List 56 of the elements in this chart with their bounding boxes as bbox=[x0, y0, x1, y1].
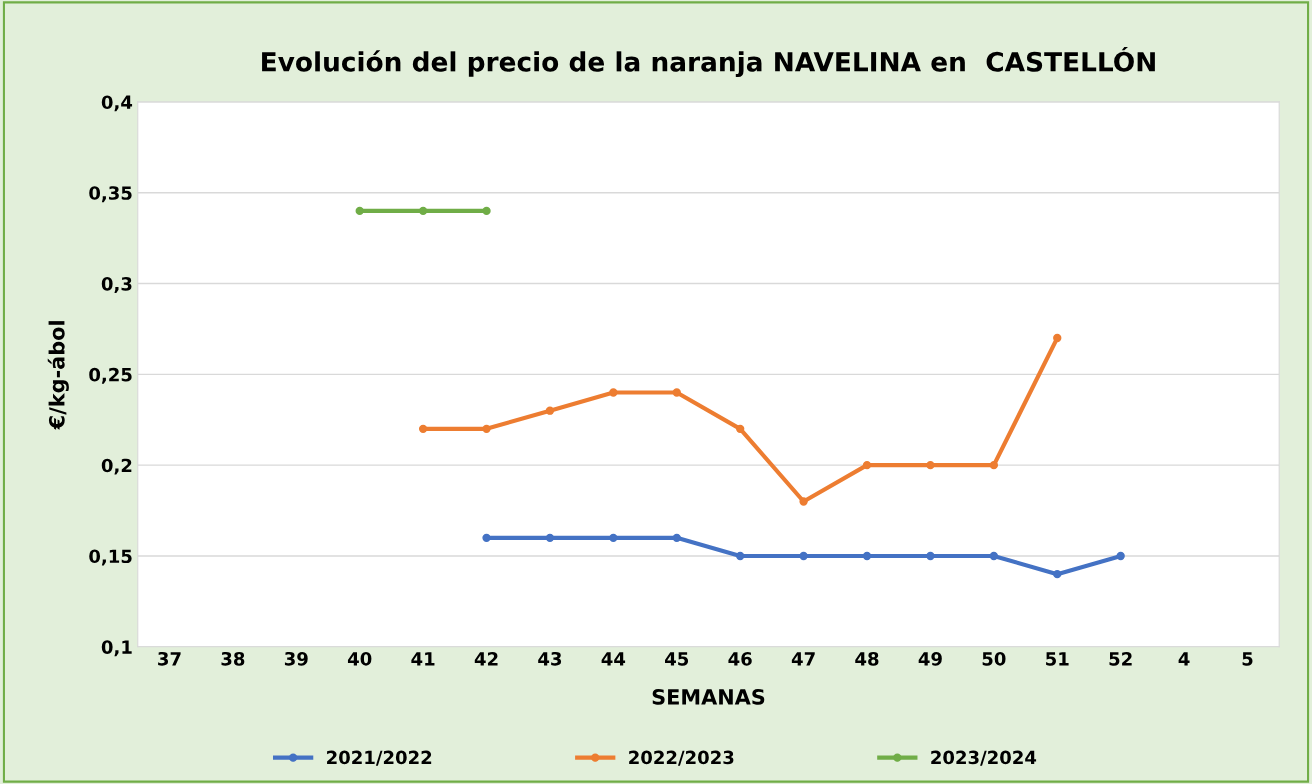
y-tick-label: 0,15 bbox=[89, 549, 132, 566]
x-tick-label: 38 bbox=[221, 651, 245, 666]
x-tick-label: 49 bbox=[918, 652, 942, 666]
point bbox=[609, 533, 618, 542]
legend-label: 2022/2023 bbox=[629, 750, 734, 766]
point bbox=[799, 497, 808, 506]
point bbox=[482, 533, 491, 542]
point bbox=[926, 461, 935, 470]
x-tick-label: 42 bbox=[474, 651, 498, 666]
point bbox=[418, 424, 428, 434]
x-tick-label: 40 bbox=[347, 651, 372, 666]
point bbox=[355, 206, 364, 216]
legend-label: 2021/2022 bbox=[327, 750, 432, 766]
x-tick-label: 44 bbox=[601, 652, 626, 666]
y-tick-label: 0,4 bbox=[101, 95, 133, 112]
x-axis-title: SEMANAS bbox=[652, 688, 765, 705]
y-tick-label: 0,2 bbox=[101, 458, 132, 475]
x-tick-label: 43 bbox=[538, 651, 562, 666]
x-tick-label: 51 bbox=[1046, 652, 1069, 666]
legend-label: 2023/2024 bbox=[931, 750, 1037, 766]
point bbox=[482, 424, 491, 434]
x-tick-label: 39 bbox=[284, 651, 308, 666]
y-tick-label: 0,1 bbox=[101, 640, 132, 657]
point bbox=[672, 388, 681, 397]
x-tick-label: 45 bbox=[665, 652, 689, 666]
y-tick-label: 0,3 bbox=[101, 277, 132, 293]
point bbox=[926, 551, 935, 561]
x-tick-label: 37 bbox=[158, 651, 181, 666]
x-tick-label: 4 bbox=[1178, 652, 1190, 666]
point bbox=[799, 551, 808, 561]
point bbox=[545, 533, 555, 542]
point bbox=[862, 551, 872, 561]
point bbox=[1116, 551, 1125, 561]
point bbox=[736, 551, 745, 561]
x-tick-label: 52 bbox=[1109, 651, 1132, 666]
point bbox=[418, 206, 428, 216]
point bbox=[545, 406, 555, 415]
x-tick-label: 5 bbox=[1242, 652, 1253, 666]
x-tick-label: 46 bbox=[728, 652, 752, 666]
point bbox=[1053, 333, 1062, 343]
chart-title: Evolución del precio de la naranja NAVELINA en CASTELLÓN bbox=[262, 46, 1155, 78]
point bbox=[989, 551, 999, 561]
point bbox=[1053, 569, 1062, 579]
point bbox=[862, 461, 872, 470]
x-tick-label: 41 bbox=[411, 652, 435, 666]
point bbox=[609, 388, 618, 397]
point bbox=[736, 424, 745, 434]
y-axis-title: €/kg-ábol bbox=[47, 321, 69, 430]
y-tick-label: 0,35 bbox=[89, 186, 132, 203]
x-tick-label: 47 bbox=[791, 652, 815, 666]
point bbox=[989, 461, 999, 470]
point bbox=[672, 533, 681, 542]
point bbox=[482, 206, 491, 216]
x-tick-label: 50 bbox=[982, 651, 1006, 666]
y-tick-label: 0,25 bbox=[89, 367, 132, 384]
x-tick-label: 48 bbox=[855, 651, 879, 666]
